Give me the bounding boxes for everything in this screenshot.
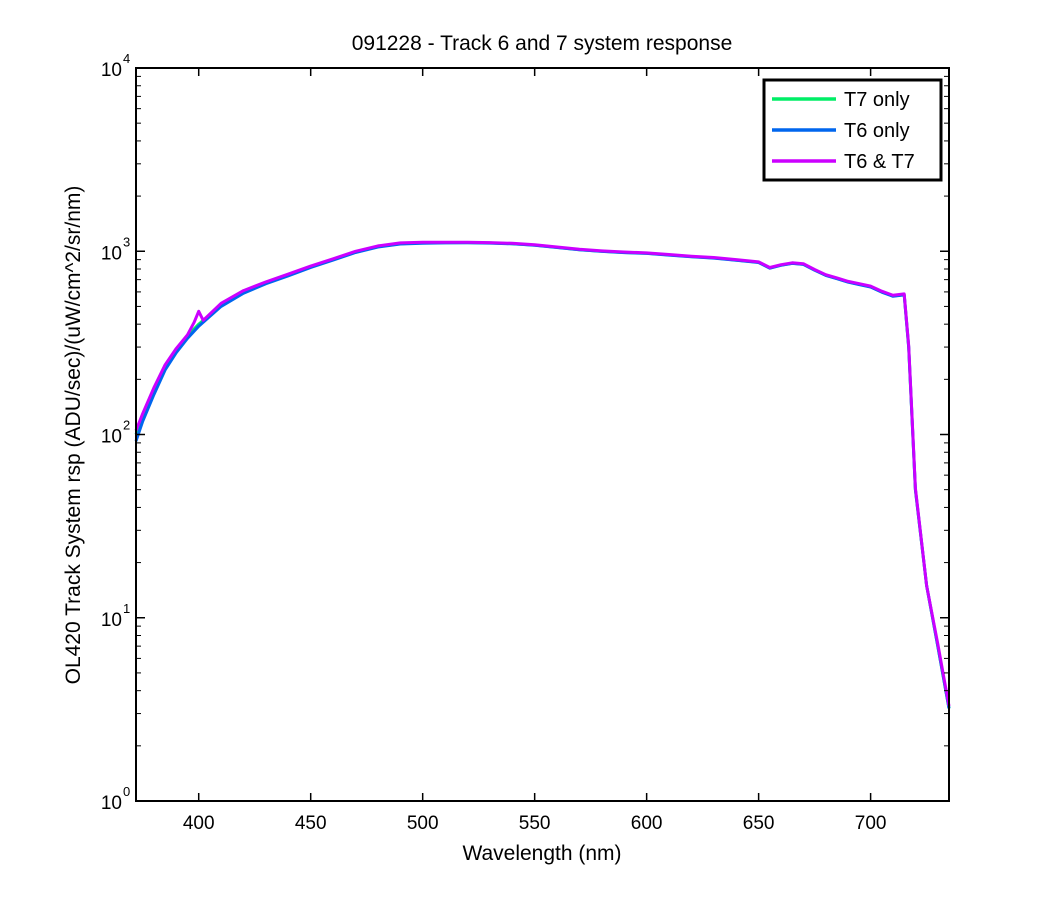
legend-label: T6 only bbox=[844, 120, 910, 142]
series-layer bbox=[134, 240, 951, 709]
y-tick-label-base: 10 bbox=[101, 610, 122, 631]
x-tick-label: 700 bbox=[855, 813, 887, 834]
y-tick-label-exponent: 3 bbox=[123, 234, 130, 249]
y-tick-label-base: 10 bbox=[101, 793, 122, 814]
series-line-3 bbox=[134, 240, 951, 707]
y-axis-label: OL420 Track System rsp (ADU/sec)/(uW/cm^… bbox=[62, 186, 85, 685]
legend: T7 only T6 only T6 & T7 bbox=[762, 78, 943, 182]
x-tick-label: 550 bbox=[519, 813, 551, 834]
legend-label: T7 only bbox=[844, 89, 910, 111]
x-axis-label: Wavelength (nm) bbox=[462, 842, 621, 865]
x-tick-label: 400 bbox=[183, 813, 215, 834]
x-tick-label: 500 bbox=[407, 813, 439, 834]
legend-label: T6 & T7 bbox=[844, 151, 915, 173]
plot-area bbox=[136, 68, 949, 801]
x-tick-label: 650 bbox=[743, 813, 775, 834]
y-tick-label-base: 10 bbox=[101, 427, 122, 448]
chart-title: 091228 - Track 6 and 7 system response bbox=[352, 32, 733, 55]
y-tick-label-exponent: 0 bbox=[123, 784, 130, 799]
y-tick-label-exponent: 4 bbox=[123, 51, 130, 66]
x-axis: 400 450 500 550 600 650 700 bbox=[183, 68, 887, 834]
x-tick-label: 450 bbox=[295, 813, 327, 834]
y-tick-label-exponent: 2 bbox=[123, 418, 130, 433]
x-tick-label: 600 bbox=[631, 813, 663, 834]
y-tick-label-exponent: 1 bbox=[123, 601, 130, 616]
y-tick-label-base: 10 bbox=[101, 60, 122, 81]
y-tick-label-base: 10 bbox=[101, 243, 122, 264]
